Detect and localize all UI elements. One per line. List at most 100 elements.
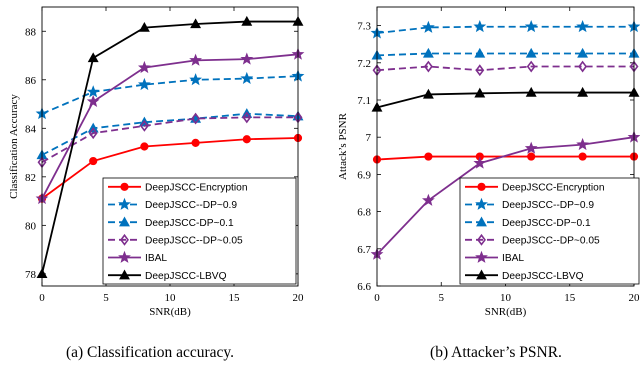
legend-marker xyxy=(475,197,488,210)
data-point xyxy=(473,20,487,33)
data-point xyxy=(577,86,589,97)
x-tick-label: 0 xyxy=(374,292,380,304)
legend: DeepJSCC-Encryption DeepJSCC--DP~0.9 DeepJ… xyxy=(102,177,297,285)
x-tick-label: 20 xyxy=(293,292,305,304)
legend-label: DeepJSCC--DP~0.05 xyxy=(502,235,600,246)
data-point xyxy=(577,47,589,58)
legend-marker xyxy=(120,182,129,191)
series-line-6 xyxy=(41,20,298,275)
axes-frame xyxy=(41,6,299,287)
y-tick-label: 7.3 xyxy=(357,21,371,33)
data-point xyxy=(474,87,486,98)
x-axis-label: SNR(dB) xyxy=(485,306,527,318)
data-point xyxy=(527,152,536,161)
data-point xyxy=(578,60,588,73)
y-axis-label: Attack’s PSNR xyxy=(337,112,349,180)
data-point xyxy=(189,53,202,66)
series-line-4 xyxy=(41,116,298,164)
data-point xyxy=(525,86,537,97)
panel-caption: (b) Attacker’s PSNR. xyxy=(430,344,562,361)
legend-marker xyxy=(118,250,131,263)
x-tick-label: 0 xyxy=(39,292,45,304)
data-point xyxy=(576,137,589,151)
chart-panel-1: 0 5 10 15 20 78 80 82 84 86 88 SNR(dB) Classificatio… xyxy=(8,6,305,361)
legend-label: DeepJSCC-Encryption xyxy=(145,182,247,193)
legend-marker xyxy=(119,216,130,227)
legend-label: IBAL xyxy=(145,253,167,264)
series-line-5 xyxy=(376,136,635,256)
x-tick-label: 10 xyxy=(500,292,512,304)
series-line-3 xyxy=(376,52,634,57)
series-line-2 xyxy=(376,25,634,34)
series-line-1 xyxy=(41,137,299,200)
legend-marker xyxy=(475,250,488,263)
y-tick-label: 78 xyxy=(25,269,37,281)
data-point xyxy=(139,119,149,132)
legend-marker xyxy=(477,182,486,191)
legend-label: IBAL xyxy=(502,253,524,264)
data-point xyxy=(86,85,100,98)
data-point xyxy=(422,47,434,58)
data-point xyxy=(191,138,200,147)
series-line-5 xyxy=(41,53,299,200)
data-point xyxy=(473,156,487,169)
data-point xyxy=(88,127,98,140)
data-point xyxy=(424,152,433,161)
data-point xyxy=(190,18,202,29)
y-tick-label: 80 xyxy=(25,220,37,232)
legend-marker xyxy=(476,216,487,227)
legend-box xyxy=(102,177,297,285)
legend-label: DeepJSCC-LBVQ xyxy=(145,271,227,282)
panel-caption: (a) Classification accuracy. xyxy=(66,344,234,361)
x-tick-label: 15 xyxy=(564,292,576,304)
data-point xyxy=(242,111,252,124)
data-point xyxy=(524,20,538,33)
legend-marker xyxy=(477,233,486,246)
data-point xyxy=(242,135,251,144)
data-point xyxy=(240,52,254,65)
data-point xyxy=(87,52,99,63)
legend-label: DeepJSCC-DP~0.1 xyxy=(145,218,234,229)
data-point xyxy=(241,15,253,26)
x-tick-label: 10 xyxy=(165,292,177,304)
data-point xyxy=(422,20,435,33)
y-tick-label: 6.8 xyxy=(357,207,371,219)
legend-marker xyxy=(476,269,487,280)
data-point xyxy=(422,193,435,206)
data-point xyxy=(89,156,98,166)
data-point xyxy=(138,60,151,74)
series-line-4 xyxy=(376,65,634,72)
x-tick-label: 5 xyxy=(439,292,445,304)
legend-label: DeepJSCC-LBVQ xyxy=(502,271,584,282)
x-tick-label: 20 xyxy=(629,292,640,304)
data-point xyxy=(138,21,150,32)
y-tick-label: 86 xyxy=(25,75,37,87)
series-line-3 xyxy=(41,112,299,156)
data-point xyxy=(524,141,538,154)
y-tick-label: 6.6 xyxy=(357,281,371,293)
legend: DeepJSCC-Encryption DeepJSCC--DP~0.9 DeepJ… xyxy=(459,177,640,285)
legend-label: DeepJSCC-Encryption xyxy=(502,182,604,193)
series-line-6 xyxy=(376,91,634,109)
chart-panel-2: 0 5 10 15 20 6.6 6.7 6.8 6.9 7 7.1 7.2 7.3 SNR(dB) Att… xyxy=(337,6,640,361)
legend-label: DeepJSCC-DP~0.1 xyxy=(502,218,591,229)
data-point xyxy=(578,152,587,161)
data-point xyxy=(189,73,202,86)
series-line-1 xyxy=(376,155,634,161)
legend-label: DeepJSCC--DP~0.05 xyxy=(145,235,243,246)
y-tick-label: 84 xyxy=(25,123,37,135)
y-axis-label: Classification Accuracy xyxy=(8,94,20,199)
y-tick-label: 6.7 xyxy=(357,244,371,256)
y-tick-label: 7 xyxy=(366,132,372,144)
legend-label: DeepJSCC--DP~0.9 xyxy=(502,200,594,211)
data-point xyxy=(526,60,536,73)
data-point xyxy=(240,71,254,84)
data-point xyxy=(423,60,433,73)
x-tick-label: 15 xyxy=(229,292,241,304)
data-point xyxy=(525,47,537,58)
x-tick-label: 5 xyxy=(103,292,109,304)
axes-frame xyxy=(376,6,635,287)
legend-marker xyxy=(119,269,130,280)
data-point xyxy=(191,112,201,125)
